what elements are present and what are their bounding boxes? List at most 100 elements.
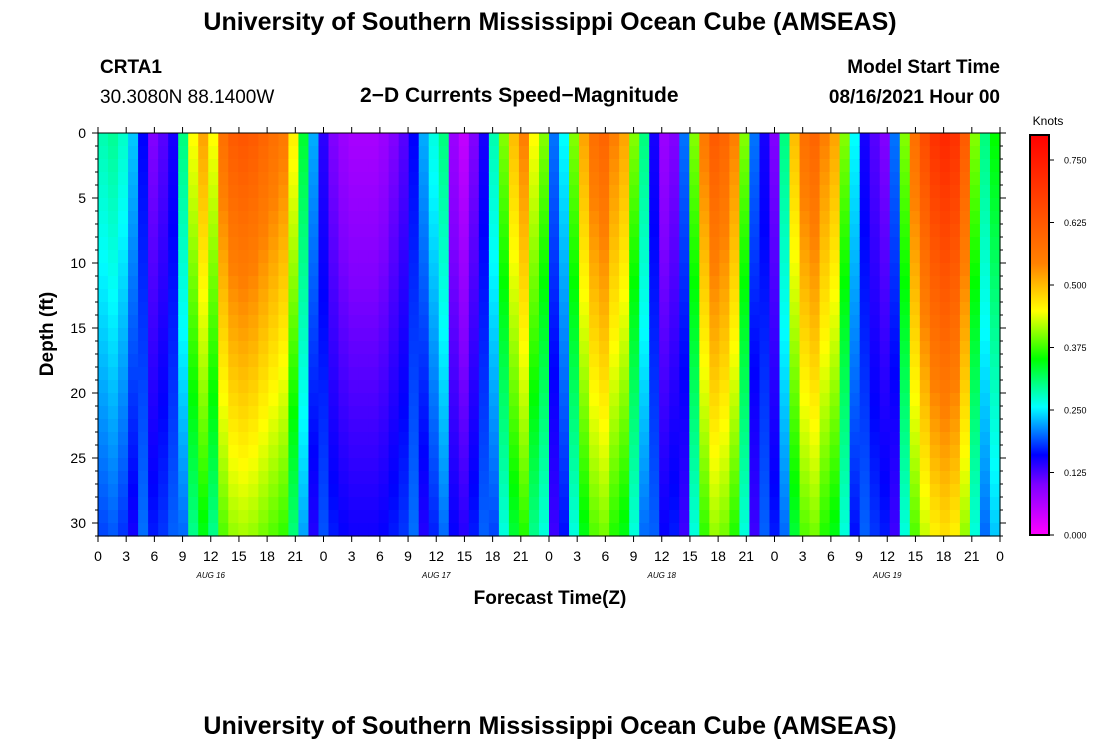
heatmap-cell [218, 237, 229, 251]
heatmap-cell [679, 172, 690, 186]
heatmap-cell [839, 471, 851, 485]
heatmap-cell [729, 250, 741, 264]
heatmap-cell [959, 224, 971, 238]
heatmap-cell [218, 445, 229, 459]
heatmap-cell [929, 432, 941, 446]
heatmap-cell [528, 172, 540, 186]
heatmap-cell [118, 185, 129, 199]
heatmap-cell [448, 510, 460, 524]
heatmap-cell [759, 419, 771, 433]
heatmap-cell [398, 510, 410, 524]
heatmap-cell [98, 380, 109, 394]
heatmap-cell [448, 185, 460, 199]
heatmap-cell [689, 341, 700, 355]
heatmap-cell [358, 484, 370, 498]
heatmap-cell [739, 172, 751, 186]
heatmap-cell [278, 159, 290, 173]
heatmap-cell [919, 523, 931, 537]
heatmap-cell [689, 185, 700, 199]
heatmap-cell [298, 393, 310, 407]
heatmap-cell [589, 302, 600, 316]
x-tick-label: 3 [573, 548, 581, 564]
heatmap-cell [959, 198, 971, 212]
heatmap-cell [709, 419, 720, 433]
heatmap-cell [859, 523, 871, 537]
heatmap-cell [328, 289, 340, 303]
heatmap-cell [689, 354, 700, 368]
heatmap-cell [819, 250, 831, 264]
heatmap-cell [398, 406, 410, 420]
heatmap-cell [458, 315, 470, 329]
heatmap-cell [538, 276, 550, 290]
heatmap-cell [569, 380, 580, 394]
heatmap-cell [168, 458, 179, 472]
heatmap-cell [699, 211, 710, 225]
heatmap-cell [148, 432, 159, 446]
heatmap-cell [328, 315, 340, 329]
heatmap-cell [458, 484, 470, 498]
heatmap-cell [839, 367, 851, 381]
heatmap-cell [639, 250, 650, 264]
heatmap-cell [418, 276, 430, 290]
heatmap-cell [158, 185, 169, 199]
heatmap-cell [659, 328, 670, 342]
heatmap-cell [268, 380, 279, 394]
heatmap-cell [138, 367, 149, 381]
heatmap-cell [669, 159, 680, 173]
heatmap-cell [518, 510, 530, 524]
heatmap-cell [879, 523, 891, 537]
heatmap-cell [528, 328, 540, 342]
heatmap-cell [779, 159, 791, 173]
heatmap-cell [889, 367, 901, 381]
heatmap-cell [418, 471, 430, 485]
heatmap-cell [709, 289, 720, 303]
heatmap-cell [659, 458, 670, 472]
heatmap-cell [909, 276, 921, 290]
heatmap-cell [478, 224, 490, 238]
heatmap-cell [929, 224, 941, 238]
heatmap-cell [538, 185, 550, 199]
heatmap-cell [388, 419, 400, 433]
heatmap-cell [609, 185, 620, 199]
heatmap-cell [609, 484, 620, 498]
heatmap-cell [408, 185, 420, 199]
heatmap-cell [819, 276, 831, 290]
heatmap-cell [789, 237, 801, 251]
heatmap-cell [528, 341, 540, 355]
heatmap-cell [949, 172, 961, 186]
heatmap-cell [639, 185, 650, 199]
heatmap-cell [198, 198, 209, 212]
heatmap-cell [368, 380, 380, 394]
heatmap-cell [799, 289, 811, 303]
heatmap-cell [148, 146, 159, 160]
heatmap-cell [518, 484, 530, 498]
heatmap-cell [418, 289, 430, 303]
heatmap-cell [308, 523, 320, 537]
heatmap-cell [909, 484, 921, 498]
heatmap-cell [538, 328, 550, 342]
y-tick-label: 5 [78, 190, 86, 206]
heatmap-cell [599, 302, 610, 316]
heatmap-cell [679, 471, 690, 485]
heatmap-cell [428, 523, 440, 537]
heatmap-cell [498, 393, 510, 407]
heatmap-cell [98, 484, 109, 498]
heatmap-cell [599, 484, 610, 498]
heatmap-cell [198, 458, 209, 472]
heatmap-cell [318, 328, 330, 342]
heatmap-cell [248, 523, 259, 537]
heatmap-cell [148, 172, 159, 186]
heatmap-cell [709, 315, 720, 329]
heatmap-cell [749, 237, 761, 251]
heatmap-cell [979, 328, 991, 342]
heatmap-cell [649, 380, 660, 394]
heatmap-cell [518, 497, 530, 511]
heatmap-cell [138, 185, 149, 199]
heatmap-cell [188, 263, 199, 277]
heatmap-cell [128, 198, 139, 212]
heatmap-cell [118, 393, 129, 407]
heatmap-cell [919, 159, 931, 173]
heatmap-cell [158, 393, 169, 407]
heatmap-cell [619, 185, 630, 199]
heatmap-cell [418, 237, 430, 251]
